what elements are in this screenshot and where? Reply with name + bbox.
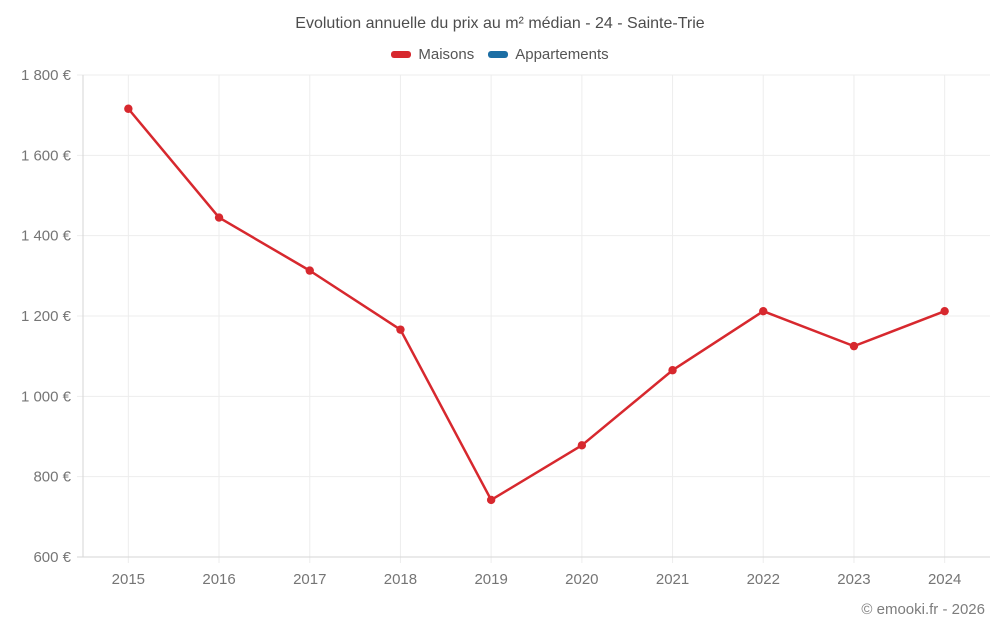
data-point[interactable]	[396, 325, 405, 334]
y-tick-label: 1 400 €	[21, 228, 72, 245]
y-tick-label: 1 600 €	[21, 147, 72, 164]
x-tick-label: 2023	[837, 571, 870, 588]
x-tick-label: 2024	[928, 571, 961, 588]
x-tick-label: 2015	[112, 571, 145, 588]
data-point[interactable]	[849, 341, 859, 351]
data-point[interactable]	[124, 104, 133, 113]
copyright-footer: © emooki.fr - 2026	[861, 601, 985, 618]
data-point[interactable]	[577, 441, 587, 450]
y-tick-label: 1 000 €	[21, 388, 72, 405]
y-tick-label: 1 200 €	[21, 308, 72, 325]
y-tick-label: 600 €	[33, 549, 71, 566]
data-point[interactable]	[668, 366, 677, 375]
data-point[interactable]	[486, 495, 496, 505]
series-line-maisons	[127, 107, 946, 502]
maisons-swatch-icon	[391, 51, 412, 58]
legend-label-maisons: Maisons	[418, 46, 475, 63]
chart-title: Evolution annuelle du prix au m² médian …	[295, 15, 705, 32]
x-tick-label: 2016	[202, 571, 235, 588]
data-point[interactable]	[940, 306, 949, 316]
legend-item-maisons[interactable]: Maisons	[391, 46, 474, 63]
x-tick-label: 2018	[384, 571, 417, 588]
x-tick-label: 2017	[293, 571, 326, 588]
appartements-swatch-icon	[488, 51, 509, 58]
chart-legend: Maisons Appartements	[0, 46, 1000, 63]
y-tick-label: 1 800 €	[21, 67, 72, 84]
x-tick-label: 2021	[656, 571, 689, 588]
x-tick-label: 2020	[565, 571, 598, 588]
legend-item-appartements[interactable]: Appartements	[488, 46, 609, 63]
x-tick-label: 2019	[474, 571, 507, 588]
data-point[interactable]	[305, 266, 314, 275]
x-tick-label: 2022	[747, 571, 780, 588]
data-point[interactable]	[759, 306, 768, 316]
legend-label-appartements: Appartements	[515, 46, 609, 63]
data-point[interactable]	[214, 213, 224, 222]
y-tick-label: 800 €	[33, 469, 71, 486]
